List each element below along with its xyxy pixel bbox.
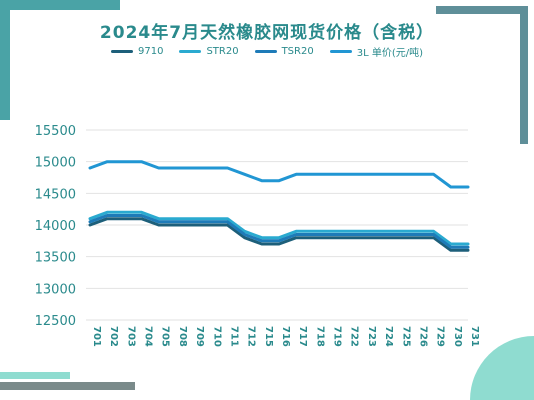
chart-title: 2024年7月天然橡胶网现货价格（含税） [99, 23, 435, 43]
x-tick-label: 731 [469, 326, 480, 347]
x-tick-label: 718 [314, 326, 325, 347]
x-tick-label: 717 [297, 326, 308, 347]
legend-label: 3L 单价(元/吨) [356, 48, 424, 59]
chart-legend: 9710 STR20 TSR20 3L 单价(元/吨) [0, 44, 534, 59]
x-tick-label: 704 [143, 326, 154, 347]
series-line-3 [88, 160, 470, 189]
x-tick-label: 730 [452, 326, 463, 347]
x-tick-label: 724 [383, 326, 394, 347]
x-tick-label: 723 [366, 326, 377, 347]
x-tick-label: 725 [400, 326, 411, 347]
x-tick-label: 722 [349, 326, 360, 347]
bottom-right-circle [470, 336, 534, 400]
x-tick-label: 711 [228, 326, 239, 347]
y-tick-label: 13000 [35, 282, 76, 297]
legend-label: STR20 [206, 46, 239, 57]
x-tick-label: 708 [177, 326, 188, 347]
legend-swatch [110, 50, 133, 53]
series-line-2 [88, 214, 470, 249]
x-tick-label: 701 [91, 326, 102, 347]
x-tick-label: 705 [160, 326, 171, 347]
series-line-1 [88, 210, 470, 246]
legend-item-1: STR20 [179, 44, 239, 59]
legend-swatch [254, 50, 277, 53]
series-lines [88, 160, 470, 252]
x-tick-label: 716 [280, 326, 291, 347]
y-tick-label: 15000 [35, 156, 76, 171]
x-tick-label: 729 [435, 326, 446, 347]
y-tick-label: 12500 [35, 314, 76, 329]
legend-item-0: 9710 [110, 44, 164, 59]
y-tick-label: 13500 [35, 251, 76, 266]
x-tick-label: 715 [263, 326, 274, 347]
grid-lines [86, 129, 468, 321]
x-axis-ticks: 701 702 703 704 705 708 709 710 711 712 715 716 717 7… [91, 326, 480, 347]
x-tick-label: 703 [125, 326, 136, 347]
top-left-bar [0, 0, 120, 10]
x-tick-label: 709 [194, 326, 205, 347]
y-tick-label: 15500 [35, 124, 76, 139]
series-line-0 [88, 217, 470, 252]
y-tick-label: 14500 [35, 187, 76, 202]
x-tick-label: 710 [211, 326, 222, 347]
bottom-left-bar-1 [0, 372, 70, 379]
top-right-bar [436, 6, 528, 14]
legend-swatch [329, 50, 352, 53]
y-axis-ticks: 12500 13000 13500 14000 14500 15000 15500 [35, 124, 76, 329]
right-vertical-bar [520, 14, 528, 144]
legend-swatch [179, 50, 202, 53]
legend-item-2: TSR20 [254, 44, 314, 59]
legend-label: TSR20 [281, 46, 314, 57]
bottom-left-bar-2 [0, 382, 135, 390]
x-tick-label: 719 [332, 326, 343, 347]
y-tick-label: 14000 [35, 219, 76, 234]
left-vertical-bar [0, 10, 10, 120]
x-tick-label: 712 [246, 326, 257, 347]
legend-item-3: 3L 单价(元/吨) [329, 44, 424, 59]
x-tick-label: 702 [108, 326, 119, 347]
legend-label: 9710 [137, 46, 164, 57]
x-tick-label: 726 [417, 326, 428, 347]
